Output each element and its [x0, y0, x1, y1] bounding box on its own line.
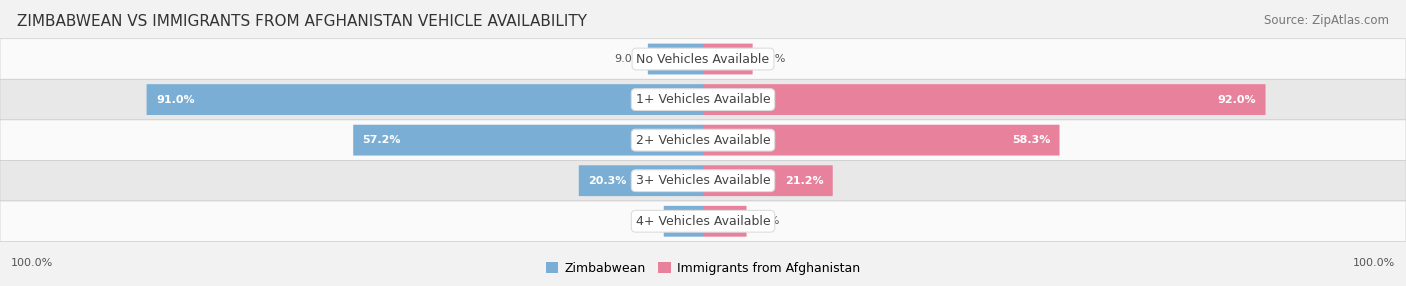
Text: 92.0%: 92.0%: [1218, 95, 1256, 105]
Text: No Vehicles Available: No Vehicles Available: [637, 53, 769, 65]
Text: 21.2%: 21.2%: [785, 176, 824, 186]
Text: 100.0%: 100.0%: [11, 258, 53, 268]
FancyBboxPatch shape: [703, 84, 1265, 115]
FancyBboxPatch shape: [703, 125, 1060, 156]
FancyBboxPatch shape: [353, 125, 703, 156]
Text: 91.0%: 91.0%: [156, 95, 194, 105]
Text: 57.2%: 57.2%: [363, 135, 401, 145]
FancyBboxPatch shape: [0, 79, 1406, 120]
Text: 3+ Vehicles Available: 3+ Vehicles Available: [636, 174, 770, 187]
Text: 4+ Vehicles Available: 4+ Vehicles Available: [636, 215, 770, 228]
FancyBboxPatch shape: [146, 84, 703, 115]
Text: 58.3%: 58.3%: [1012, 135, 1050, 145]
FancyBboxPatch shape: [664, 206, 703, 237]
Text: ZIMBABWEAN VS IMMIGRANTS FROM AFGHANISTAN VEHICLE AVAILABILITY: ZIMBABWEAN VS IMMIGRANTS FROM AFGHANISTA…: [17, 14, 586, 29]
Text: 2+ Vehicles Available: 2+ Vehicles Available: [636, 134, 770, 147]
FancyBboxPatch shape: [0, 160, 1406, 201]
FancyBboxPatch shape: [648, 43, 703, 74]
Text: 7.1%: 7.1%: [751, 216, 780, 226]
FancyBboxPatch shape: [703, 206, 747, 237]
Legend: Zimbabwean, Immigrants from Afghanistan: Zimbabwean, Immigrants from Afghanistan: [541, 257, 865, 280]
FancyBboxPatch shape: [703, 165, 832, 196]
Text: 6.4%: 6.4%: [631, 216, 659, 226]
Text: Source: ZipAtlas.com: Source: ZipAtlas.com: [1264, 14, 1389, 27]
Text: 20.3%: 20.3%: [588, 176, 627, 186]
Text: 100.0%: 100.0%: [1353, 258, 1395, 268]
Text: 8.1%: 8.1%: [758, 54, 786, 64]
FancyBboxPatch shape: [579, 165, 703, 196]
FancyBboxPatch shape: [0, 120, 1406, 160]
Text: 1+ Vehicles Available: 1+ Vehicles Available: [636, 93, 770, 106]
FancyBboxPatch shape: [0, 39, 1406, 79]
Text: 9.0%: 9.0%: [614, 54, 643, 64]
FancyBboxPatch shape: [703, 43, 752, 74]
FancyBboxPatch shape: [0, 201, 1406, 242]
